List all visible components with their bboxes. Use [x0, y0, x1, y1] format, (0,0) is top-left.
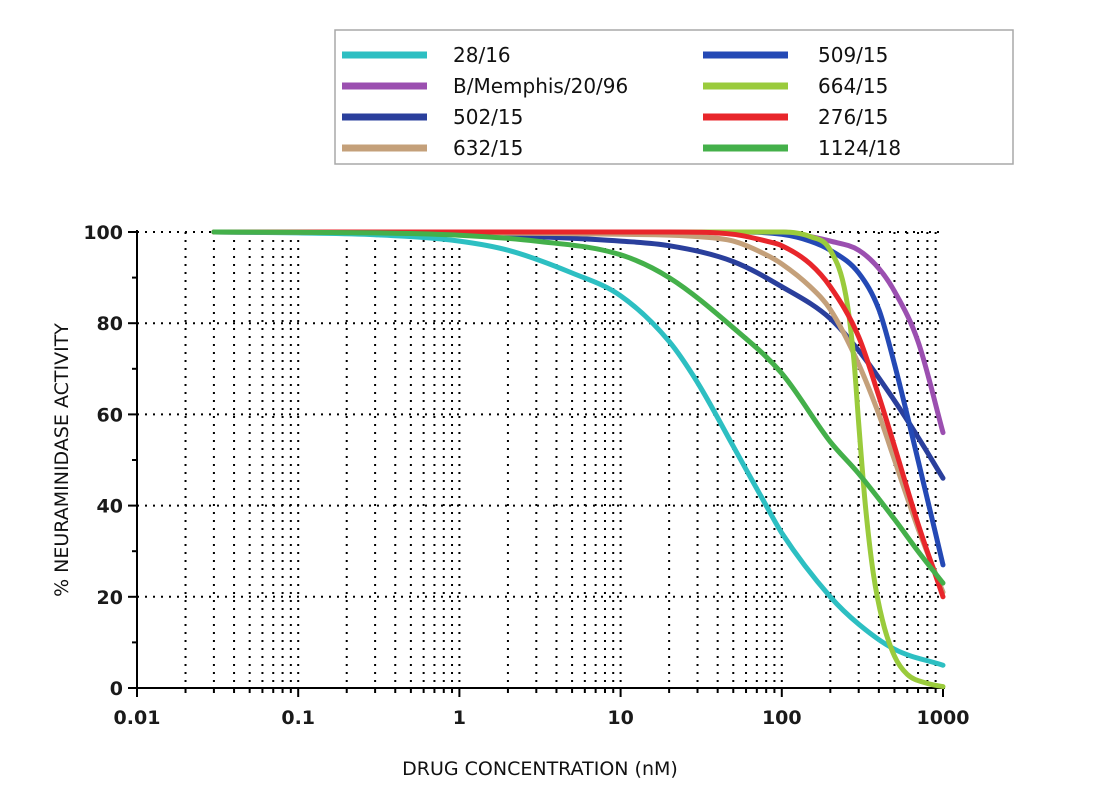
x-axis-title: DRUG CONCENTRATION (nM) — [402, 758, 678, 780]
series-line-7 — [211, 229, 946, 586]
series-line-1 — [211, 229, 946, 436]
series-line-4 — [211, 229, 946, 568]
legend-label-1: B/Memphis/20/96 — [453, 74, 628, 98]
y-axis-title: % NEURAMINIDASE ACTIVITY — [51, 323, 73, 597]
series-line-5 — [211, 229, 946, 690]
legend-label-5: 664/15 — [818, 74, 888, 98]
series-line-6 — [211, 229, 946, 600]
legend: 28/16 B/Memphis/20/96 502/15 632/15 509/15 66… — [334, 29, 1014, 165]
x-tick-label: 0.01 — [114, 707, 161, 729]
x-tick-label: 10 — [607, 707, 633, 729]
legend-label-7: 1124/18 — [818, 136, 901, 160]
x-tick-label: 1 — [453, 707, 466, 729]
series-line-3 — [211, 229, 946, 595]
series-lines — [211, 229, 946, 690]
legend-label-2: 502/15 — [453, 105, 523, 129]
x-tick-label: 0.1 — [281, 707, 315, 729]
y-tick-label: 60 — [97, 404, 123, 426]
y-tick-label: 40 — [97, 496, 123, 518]
y-tick-label: 20 — [97, 587, 123, 609]
x-tick-label: 1000 — [917, 707, 970, 729]
series-line-0 — [211, 229, 946, 668]
legend-box — [334, 29, 1014, 165]
legend-label-6: 276/15 — [818, 105, 888, 129]
legend-label-0: 28/16 — [453, 43, 511, 67]
y-tick-label: 80 — [97, 313, 123, 335]
series-line-2 — [211, 229, 946, 481]
y-tick-label: 100 — [83, 222, 123, 244]
legend-label-4: 509/15 — [818, 43, 888, 67]
axes: 0 20 40 60 80 100 0.01 0.1 1 10 100 1000 — [83, 222, 969, 729]
legend-label-3: 632/15 — [453, 136, 523, 160]
y-tick-label: 0 — [110, 678, 123, 700]
x-tick-label: 100 — [762, 707, 802, 729]
